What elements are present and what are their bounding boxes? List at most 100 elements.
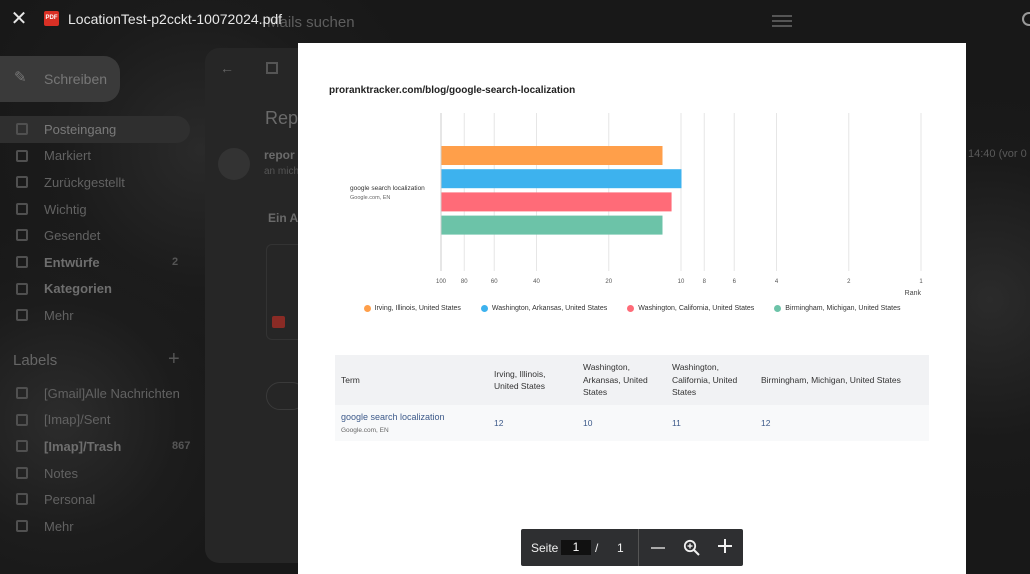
add-label-icon: + — [168, 348, 180, 370]
label-item-label: [Imap]/Sent — [44, 412, 111, 428]
label-item: Mehr — [0, 513, 200, 540]
pdf-toolbar: Seite 1 / 1 — [521, 529, 743, 566]
side-panel-icon[interactable] — [1022, 12, 1030, 26]
table-header-row: Term Irving, Illinois, United States Was… — [335, 355, 929, 405]
label-icon — [16, 229, 28, 242]
label-item-label: Mehr — [44, 518, 74, 534]
mail-subject: Rep — [265, 108, 299, 128]
label-item-count: 867 — [172, 440, 191, 453]
table-header-washington-ar: Washington, Arkansas, United States — [583, 362, 648, 398]
legend-label: Birmingham, Michigan, United States — [785, 305, 901, 312]
total-pages: 1 — [617, 541, 624, 555]
zoom-out-icon[interactable] — [651, 547, 665, 549]
sidebar-item: Mehr — [0, 302, 200, 329]
legend-dot — [627, 305, 635, 312]
table-cell-rank: 12 — [755, 405, 929, 441]
mail-sender: repor — [264, 148, 295, 162]
file-title: LocationTest-p2cckt-10072024.pdf — [68, 11, 283, 27]
category-label: google search localization — [350, 185, 425, 192]
x-axis-label: Rank — [905, 290, 922, 297]
sidebar-item-label: Zurückgestellt — [44, 174, 125, 190]
x-tick-label: 80 — [461, 279, 468, 285]
close-icon[interactable]: ✕ — [10, 8, 28, 30]
label-icon — [16, 413, 28, 426]
table-cell-rank: 11 — [666, 405, 755, 441]
attachment-card — [266, 244, 298, 340]
term-engine: Google.com, EN — [341, 427, 389, 434]
label-icon — [16, 440, 28, 453]
page-number-input[interactable]: 1 — [561, 540, 591, 555]
legend-item: Irving, Illinois, United States — [363, 305, 461, 312]
x-tick-label: 2 — [847, 279, 851, 285]
sidebar-item-label: Mehr — [44, 307, 74, 323]
toolbar-divider — [638, 529, 639, 566]
sidebar-item-label: Wichtig — [44, 201, 87, 217]
bar — [441, 146, 663, 165]
label-item: [Gmail]Alle Nachrichten — [0, 380, 200, 407]
legend-item: Washington, California, United States — [627, 305, 754, 312]
archive-icon — [266, 62, 278, 74]
sidebar-item: Gesendet — [0, 222, 200, 249]
legend-label: Washington, Arkansas, United States — [491, 305, 608, 312]
sidebar-item: Wichtig — [0, 196, 200, 223]
mail-body-fragment: Ein A — [268, 211, 299, 225]
x-tick-label: 4 — [775, 279, 779, 285]
legend-label: Irving, Illinois, United States — [374, 305, 461, 312]
x-tick-label: 20 — [605, 279, 612, 285]
sidebar-item-label: Kategorien — [44, 281, 112, 297]
page-label: Seite — [531, 541, 559, 555]
label-icon — [16, 123, 28, 135]
table-cell-rank: 10 — [577, 405, 666, 441]
zoom-icon[interactable] — [683, 539, 700, 556]
sidebar-item: Entwürfe 2 — [0, 249, 200, 276]
bar — [441, 215, 663, 235]
label-item-label: [Imap]/Trash — [44, 438, 122, 454]
label-item: Notes — [0, 460, 200, 487]
label-icon — [16, 149, 28, 162]
chart-legend: Irving, Illinois, United States Washingto… — [298, 305, 966, 312]
x-tick-label: 40 — [533, 279, 540, 285]
chart-svg: 100 80 60 40 20 10 8 6 4 2 1 Rank google search loca… — [350, 113, 923, 297]
pencil-icon: ✎ — [14, 69, 27, 86]
term-name: google search localization — [341, 412, 445, 422]
mail-time: 14:40 (vor 0 M — [968, 148, 1030, 160]
x-tick-label: 8 — [703, 279, 707, 285]
table-header-birmingham: Birmingham, Michigan, United States — [761, 374, 901, 385]
pdf-attachment-icon — [272, 316, 285, 328]
table-row: google search localization Google.com, E… — [335, 405, 929, 441]
table-header-term: Term — [341, 374, 360, 385]
legend-dot — [363, 305, 371, 312]
sidebar-item: Zurückgestellt — [0, 169, 200, 196]
label-icon — [16, 309, 28, 322]
label-item: Personal — [0, 486, 200, 513]
table-header-washington-ca: Washington, California, United States — [672, 362, 738, 398]
gmail-search-placeholder: -Mails suchen — [262, 14, 355, 31]
compose-label: Schreiben — [44, 71, 108, 87]
back-arrow-icon: ← — [220, 60, 234, 76]
table-header-irving: Irving, Illinois, United States — [494, 368, 546, 392]
x-tick-label: 1 — [919, 279, 923, 285]
x-tick-label: 6 — [733, 279, 737, 285]
label-item: [Imap]/Sent — [0, 407, 200, 434]
zoom-in-icon[interactable] — [718, 539, 732, 553]
x-tick-label: 60 — [491, 279, 498, 285]
page-separator: / — [595, 541, 599, 555]
rank-chart: 100 80 60 40 20 10 8 6 4 2 1 Rank google search loca… — [298, 103, 966, 323]
label-icon — [16, 282, 28, 295]
sidebar-item-label: Entwürfe — [44, 254, 100, 270]
bar — [441, 192, 672, 212]
label-icon — [16, 519, 28, 532]
page-url: proranktracker.com/blog/google-search-lo… — [329, 85, 576, 96]
sidebar-item-label: Markiert — [44, 148, 91, 164]
legend-dot — [480, 305, 488, 312]
pdf-file-icon: PDF — [44, 11, 59, 26]
legend-item: Washington, Arkansas, United States — [480, 305, 608, 312]
sidebar-item-count: 2 — [172, 256, 179, 269]
label-icon — [16, 176, 28, 189]
gmail-labels: [Gmail]Alle Nachrichten [Imap]/Sent [Imap]… — [0, 380, 200, 540]
gmail-nav: Posteingang Markiert Zurückgestellt Wichtig… — [0, 116, 200, 329]
label-icon — [16, 255, 28, 268]
label-item-label: [Gmail]Alle Nachrichten — [44, 385, 180, 401]
sidebar-item-label: Posteingang — [44, 121, 117, 137]
label-item-label: Notes — [44, 465, 78, 481]
